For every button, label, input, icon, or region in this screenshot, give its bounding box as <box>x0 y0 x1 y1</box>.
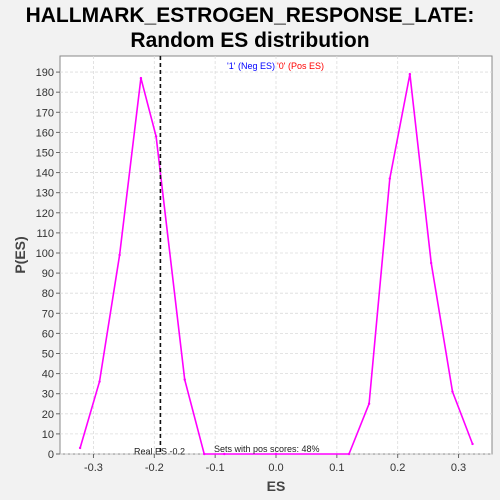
y-tick-label: 90 <box>42 268 54 280</box>
y-tick-label: 40 <box>42 369 54 381</box>
series-layer <box>78 72 474 456</box>
x-axis-label: ES <box>267 478 286 494</box>
es-distribution-line <box>79 73 474 455</box>
x-tick-label: -0.1 <box>206 462 225 474</box>
y-tick-label: 190 <box>36 67 54 79</box>
data-point <box>347 452 351 456</box>
legend-pos-es: '0' (Pos ES) <box>277 61 324 71</box>
y-tick-label: 10 <box>42 429 54 441</box>
y-tick-label: 140 <box>36 168 54 180</box>
data-point <box>78 446 82 450</box>
x-tick-label: -0.3 <box>84 462 103 474</box>
y-tick-label: 0 <box>48 449 54 461</box>
data-point <box>183 378 186 381</box>
plot-area <box>59 55 493 455</box>
data-point <box>408 72 412 76</box>
pos-scores-label: Sets with pos scores: 48% <box>214 444 320 454</box>
data-point <box>203 452 206 456</box>
y-tick-label: 50 <box>42 348 54 360</box>
data-point <box>451 390 454 393</box>
data-point <box>429 261 433 265</box>
data-point <box>98 380 101 383</box>
y-tick-label: 130 <box>36 188 54 200</box>
data-point <box>388 177 391 180</box>
x-tick-label: 0.1 <box>329 462 344 474</box>
data-point <box>154 135 158 138</box>
x-tick-label: 0.0 <box>268 462 283 474</box>
data-point <box>274 452 278 456</box>
y-tick-label: 110 <box>36 228 54 240</box>
x-tick-label: 0.3 <box>451 462 466 474</box>
y-tick-label: 120 <box>36 208 54 220</box>
data-point <box>223 452 226 456</box>
axes: 0 10 20 30 40 50 60 70 80 90 100 110 120 130 140 150 160… <box>36 67 467 474</box>
y-tick-label: 30 <box>42 389 54 401</box>
grid <box>60 56 492 455</box>
y-tick-label: 60 <box>42 328 54 340</box>
y-tick-label: 70 <box>42 308 54 320</box>
y-tick-label: 20 <box>42 409 54 421</box>
x-tick-label: 0.2 <box>390 462 405 474</box>
y-tick-label: 80 <box>42 288 54 300</box>
x-tick-label: -0.2 <box>145 462 164 474</box>
real-es-label: Real ES -0.2 <box>134 447 185 457</box>
y-tick-label: 150 <box>36 147 54 159</box>
data-point <box>139 76 143 80</box>
y-tick-label: 170 <box>36 107 54 119</box>
legend-neg-es: '1' (Neg ES) <box>227 61 275 71</box>
chart-title-line-1: HALLMARK_ESTROGEN_RESPONSE_LATE: <box>25 4 475 27</box>
data-point <box>118 253 121 257</box>
data-point <box>367 402 371 405</box>
chart-title-line-2: Random ES distribution <box>130 29 370 52</box>
y-tick-label: 100 <box>36 248 54 260</box>
y-tick-label: 180 <box>36 87 54 99</box>
y-tick-label: 160 <box>36 127 54 139</box>
data-point <box>471 442 474 446</box>
y-axis-label: P(ES) <box>12 236 28 273</box>
